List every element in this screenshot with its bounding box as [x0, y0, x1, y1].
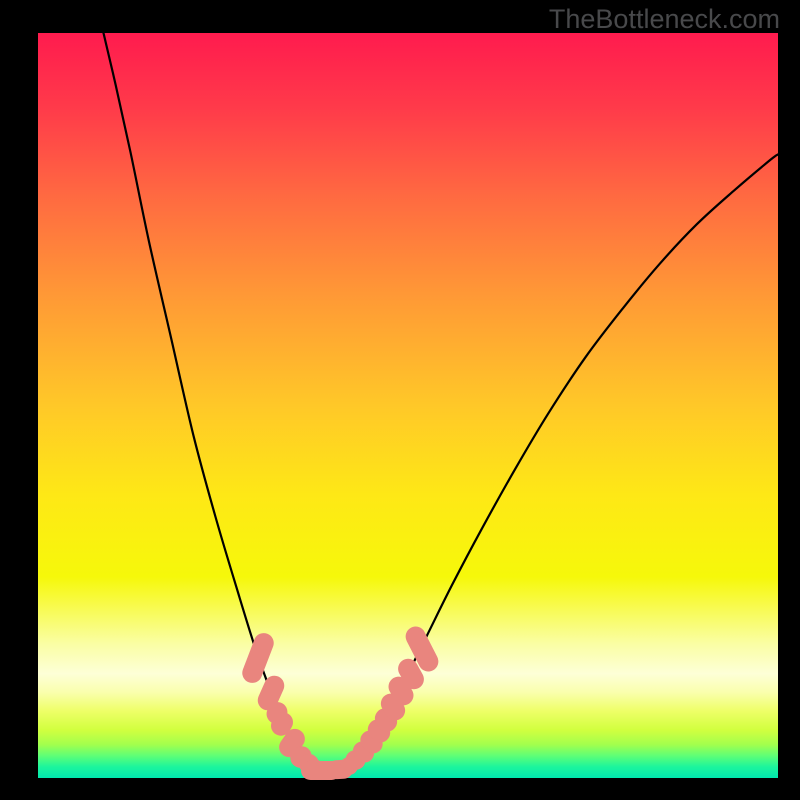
chart-canvas: TheBottleneck.com [0, 0, 800, 800]
curve-path [103, 33, 778, 771]
watermark-text: TheBottleneck.com [549, 4, 780, 35]
plot-area [38, 33, 778, 778]
